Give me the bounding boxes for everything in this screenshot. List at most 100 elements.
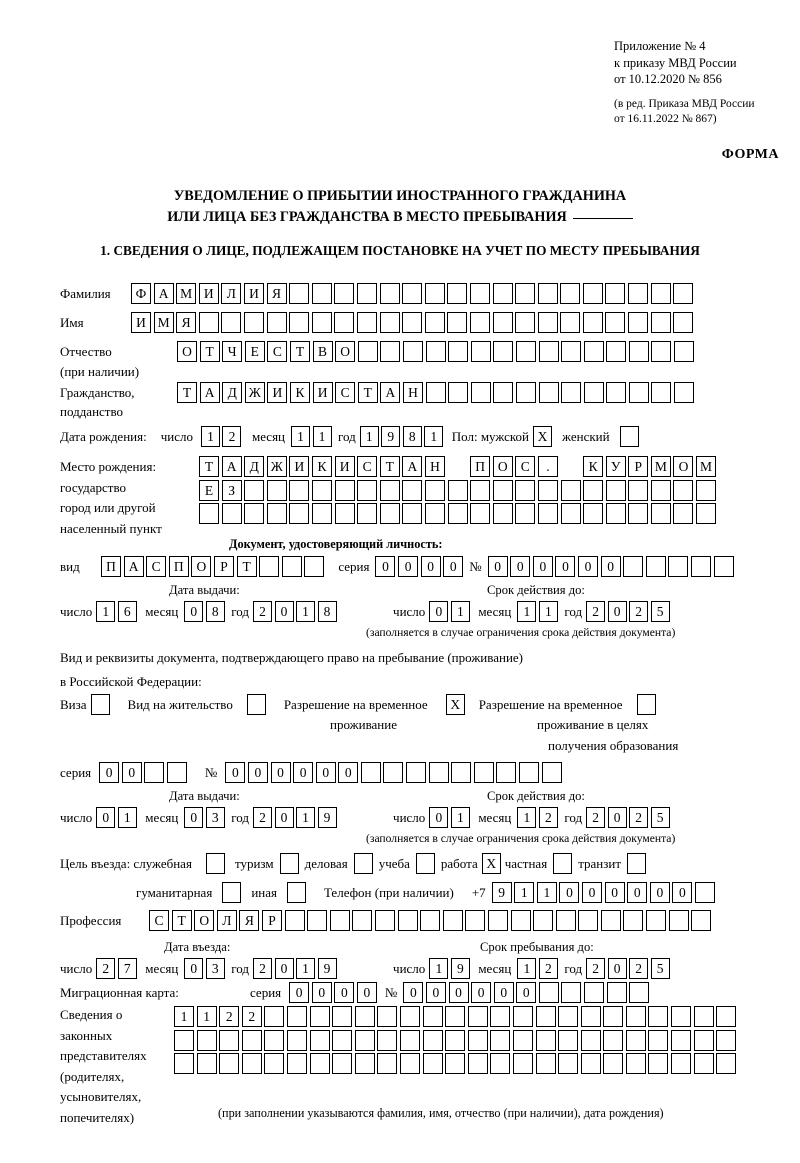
char-box[interactable]: Р	[261, 910, 282, 931]
char-box[interactable]	[219, 1053, 240, 1075]
char-box[interactable]: Р	[213, 556, 234, 577]
char-box[interactable]: У	[605, 456, 626, 477]
char-box[interactable]: 5	[650, 958, 670, 979]
purpose-tourism-checkbox[interactable]	[279, 853, 299, 874]
char-box[interactable]: Р	[628, 456, 649, 477]
char-box[interactable]: 0	[270, 762, 291, 783]
char-box[interactable]	[221, 312, 242, 333]
char-box[interactable]: 3	[205, 958, 225, 979]
char-box[interactable]: 9	[381, 426, 401, 447]
char-box[interactable]: 2	[219, 1006, 240, 1027]
char-box[interactable]: А	[153, 283, 174, 304]
char-box[interactable]: 2	[629, 601, 649, 622]
char-box[interactable]: Я	[239, 910, 260, 931]
char-box[interactable]: 0	[607, 958, 627, 979]
char-box[interactable]	[311, 503, 332, 525]
char-box[interactable]	[623, 910, 644, 931]
char-box[interactable]	[496, 762, 517, 783]
char-box[interactable]	[582, 283, 603, 304]
char-box[interactable]: Т	[199, 341, 220, 362]
char-box[interactable]	[311, 312, 332, 333]
char-box[interactable]	[606, 341, 627, 362]
char-box[interactable]	[537, 312, 558, 333]
char-box[interactable]: 0	[487, 556, 508, 577]
char-box[interactable]	[515, 283, 536, 304]
char-box[interactable]	[629, 982, 650, 1003]
char-box[interactable]	[424, 312, 445, 333]
char-box[interactable]	[266, 503, 287, 525]
char-box[interactable]	[583, 479, 604, 501]
char-box[interactable]	[383, 762, 404, 783]
char-box[interactable]	[286, 1029, 307, 1051]
char-box[interactable]	[264, 1053, 285, 1075]
char-box[interactable]	[264, 1029, 285, 1051]
char-box[interactable]	[600, 910, 621, 931]
char-box[interactable]	[606, 982, 627, 1003]
char-box[interactable]: 1	[174, 1006, 194, 1027]
char-box[interactable]	[487, 910, 508, 931]
char-box[interactable]	[651, 341, 672, 362]
char-box[interactable]: 2	[586, 807, 606, 828]
purpose-other-checkbox[interactable]	[286, 882, 306, 903]
char-box[interactable]	[603, 1006, 624, 1027]
char-box[interactable]	[606, 382, 627, 403]
char-box[interactable]	[354, 1006, 375, 1027]
char-box[interactable]	[354, 1029, 375, 1051]
char-box[interactable]: 0	[184, 958, 204, 979]
char-box[interactable]	[560, 312, 581, 333]
char-box[interactable]	[377, 1029, 398, 1051]
char-box[interactable]	[558, 1029, 579, 1051]
char-box[interactable]	[356, 283, 377, 304]
char-box[interactable]	[515, 312, 536, 333]
char-box[interactable]	[286, 1006, 307, 1027]
char-box[interactable]	[467, 1029, 488, 1051]
char-box[interactable]	[402, 341, 423, 362]
char-box[interactable]	[357, 341, 378, 362]
char-box[interactable]: 0	[627, 882, 648, 903]
char-box[interactable]: 0	[582, 882, 603, 903]
char-box[interactable]: И	[267, 382, 288, 403]
char-box[interactable]	[399, 1053, 420, 1075]
char-box[interactable]	[493, 341, 514, 362]
char-box[interactable]	[560, 456, 581, 477]
char-box[interactable]	[560, 283, 581, 304]
char-box[interactable]	[519, 762, 540, 783]
char-box[interactable]	[309, 1053, 330, 1075]
char-box[interactable]: З	[221, 479, 242, 501]
char-box[interactable]	[402, 479, 423, 501]
char-box[interactable]: 0	[99, 762, 120, 783]
char-box[interactable]	[645, 556, 666, 577]
char-box[interactable]	[628, 503, 649, 525]
char-box[interactable]: Ф	[131, 283, 151, 304]
char-box[interactable]	[605, 479, 626, 501]
char-box[interactable]: А	[221, 456, 242, 477]
char-box[interactable]: 1	[517, 958, 537, 979]
char-box[interactable]	[447, 312, 468, 333]
char-box[interactable]	[422, 1053, 443, 1075]
char-box[interactable]	[671, 1006, 692, 1027]
char-box[interactable]	[399, 1029, 420, 1051]
char-box[interactable]	[691, 556, 712, 577]
char-box[interactable]: 2	[538, 807, 558, 828]
purpose-transit-checkbox[interactable]	[627, 853, 647, 874]
char-box[interactable]: П	[101, 556, 121, 577]
char-box[interactable]	[668, 556, 689, 577]
char-box[interactable]: И	[334, 456, 355, 477]
char-box[interactable]	[628, 382, 649, 403]
char-box[interactable]: 0	[672, 882, 693, 903]
char-box[interactable]: 0	[443, 556, 464, 577]
char-box[interactable]	[360, 762, 381, 783]
char-box[interactable]: К	[311, 456, 332, 477]
char-box[interactable]	[490, 1029, 511, 1051]
char-box[interactable]: 2	[253, 807, 273, 828]
char-box[interactable]	[374, 910, 395, 931]
